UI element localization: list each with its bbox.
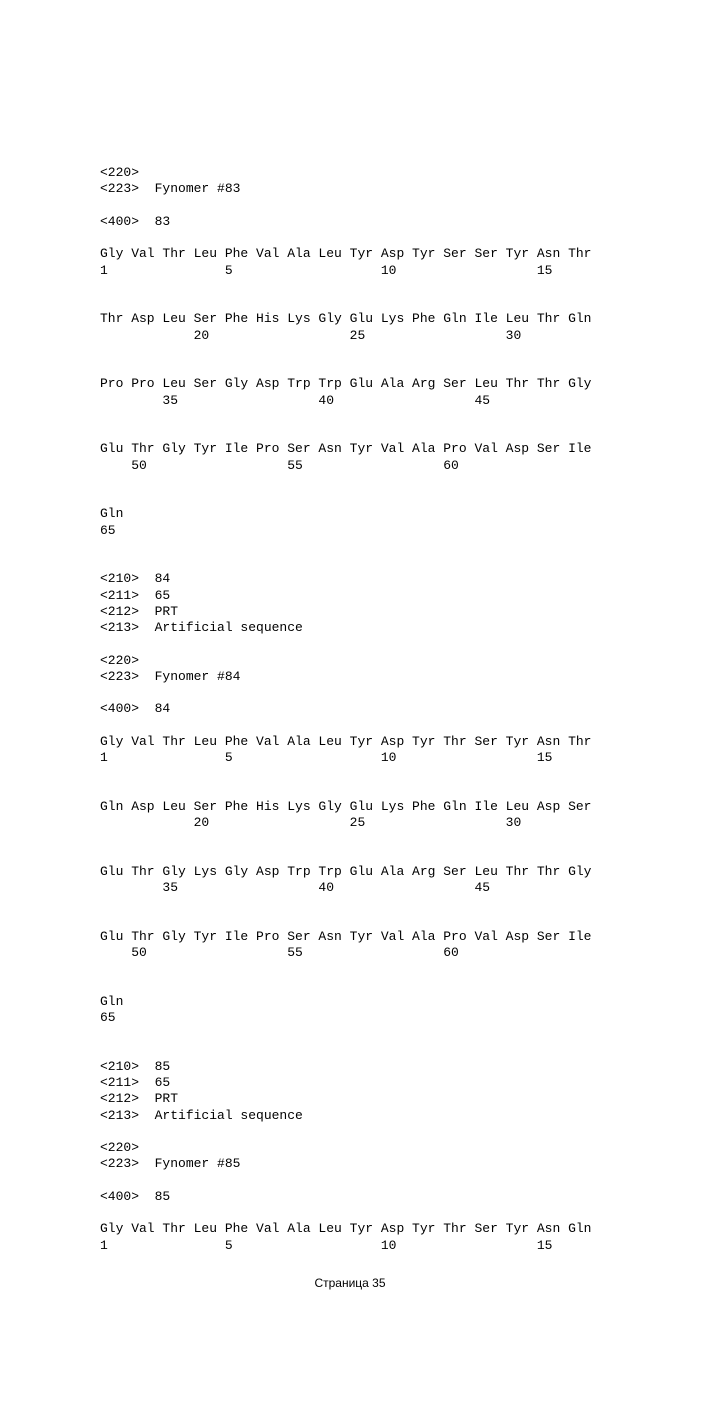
sequence-listing-page: <220> <223> Fynomer #83 <400> 83 Gly Val… [100, 165, 707, 1254]
page-footer: Страница 35 [100, 1276, 600, 1291]
